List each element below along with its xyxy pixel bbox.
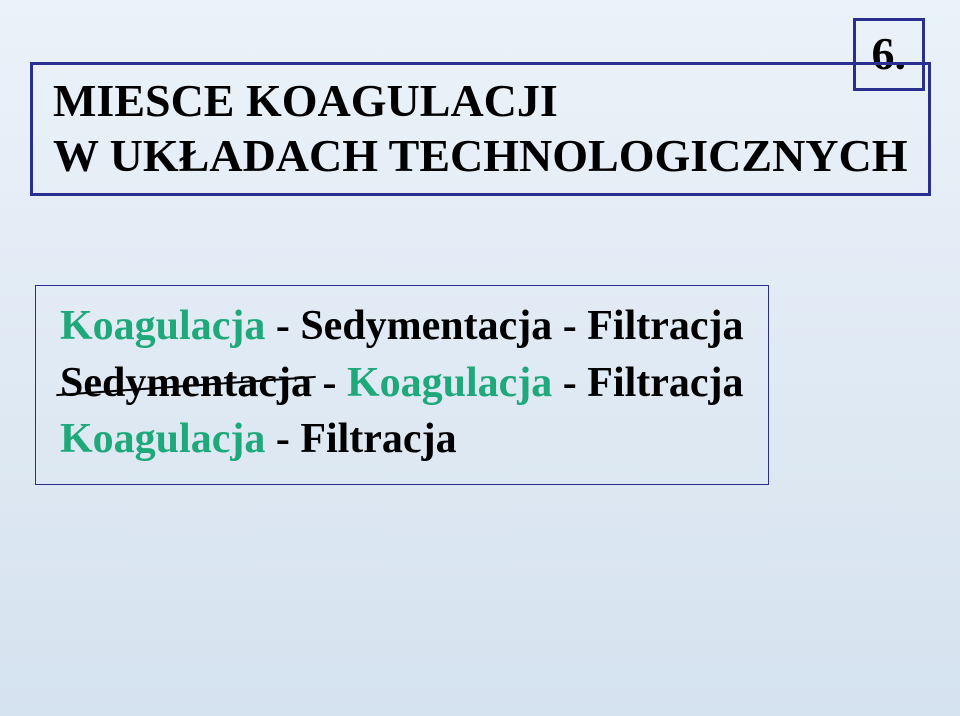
line3-seg-0: Koagulacja [60, 416, 265, 462]
content-box: Koagulacja - Sedymentacja - Filtracja Se… [35, 285, 769, 485]
title-line-2: W UKŁADACH TECHNOLOGICZNYCH [53, 128, 908, 183]
content-line-2: Sedymentacja - Koagulacja - Filtracja [60, 355, 744, 412]
line2-seg-1: Koagulacja [347, 360, 563, 406]
line1-seg-0: Koagulacja [60, 303, 265, 349]
content-line-3: Koagulacja - Filtracja [60, 411, 744, 468]
line2-strike-text: Sedymentacja [60, 360, 312, 406]
line2-seg-0: - [312, 360, 347, 406]
strikethrough-word: Sedymentacja [60, 355, 312, 412]
line2-seg-2: - Filtracja [563, 360, 744, 406]
content-line-1: Koagulacja - Sedymentacja - Filtracja [60, 298, 744, 355]
title-box: MIESCE KOAGULACJI W UKŁADACH TECHNOLOGIC… [30, 62, 931, 196]
line3-seg-1: - Filtracja [265, 416, 456, 462]
title-line-1: MIESCE KOAGULACJI [53, 73, 908, 128]
line1-seg-1: - Sedymentacja - Filtracja [265, 303, 743, 349]
